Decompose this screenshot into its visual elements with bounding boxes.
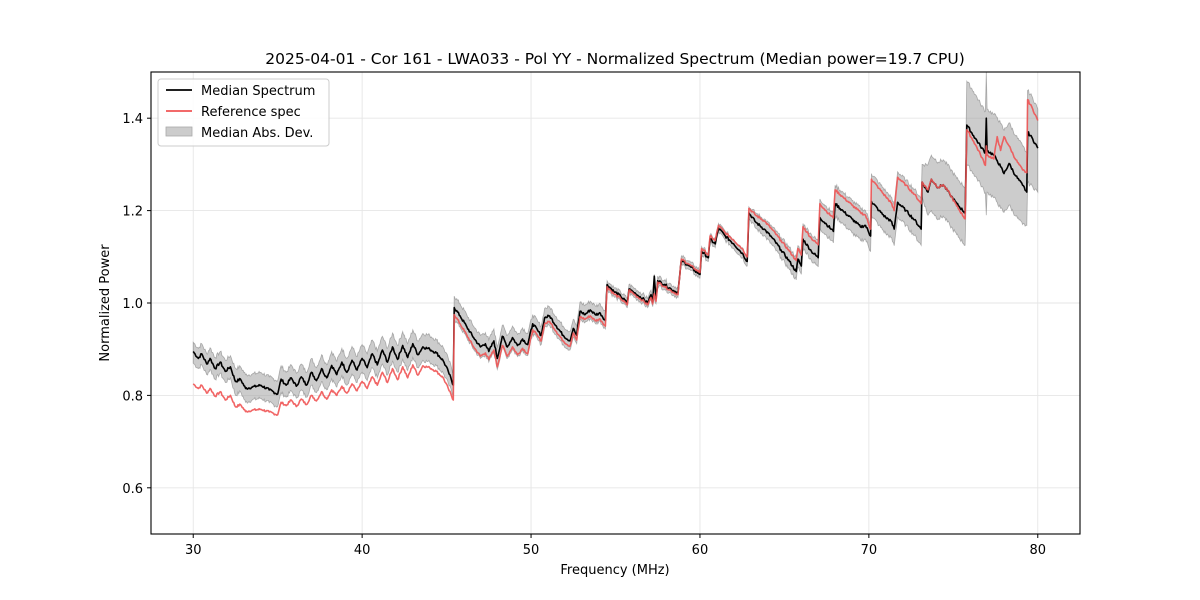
x-tick-label: 70	[861, 543, 878, 558]
y-tick-label: 0.8	[122, 389, 143, 404]
x-axis-ticks: 30 40 50 60 70 80	[185, 534, 1046, 558]
y-tick-label: 1.0	[122, 297, 143, 312]
mad-band-layer	[192, 71, 1039, 408]
series-lines-layer	[192, 98, 1039, 416]
legend-median-label: Median Spectrum	[201, 84, 315, 99]
legend-reference-label: Reference spec	[201, 105, 301, 120]
x-tick-label: 30	[185, 543, 202, 558]
x-axis-label: Frequency (MHz)	[560, 563, 669, 578]
y-tick-label: 1.2	[122, 205, 143, 220]
x-tick-label: 40	[354, 543, 371, 558]
y-tick-label: 0.6	[122, 482, 143, 497]
x-tick-label: 50	[523, 543, 540, 558]
median-spectrum-line	[192, 117, 1039, 396]
legend-mad-label: Median Abs. Dev.	[201, 126, 313, 141]
chart-title: 2025-04-01 - Cor 161 - LWA033 - Pol YY -…	[265, 50, 965, 68]
legend: Median Spectrum Reference spec Median Ab…	[157, 78, 330, 147]
x-tick-label: 80	[1029, 543, 1046, 558]
y-axis-ticks: 0.6 0.8 1.0 1.2 1.4	[122, 112, 151, 497]
reference-spectrum-line	[192, 98, 1039, 416]
legend-mad-swatch	[165, 126, 193, 137]
legend-box	[157, 78, 330, 147]
mad-band	[192, 71, 1039, 408]
y-axis-label: Normalized Power	[98, 244, 113, 362]
y-tick-label: 1.4	[122, 112, 143, 127]
x-tick-label: 60	[692, 543, 709, 558]
